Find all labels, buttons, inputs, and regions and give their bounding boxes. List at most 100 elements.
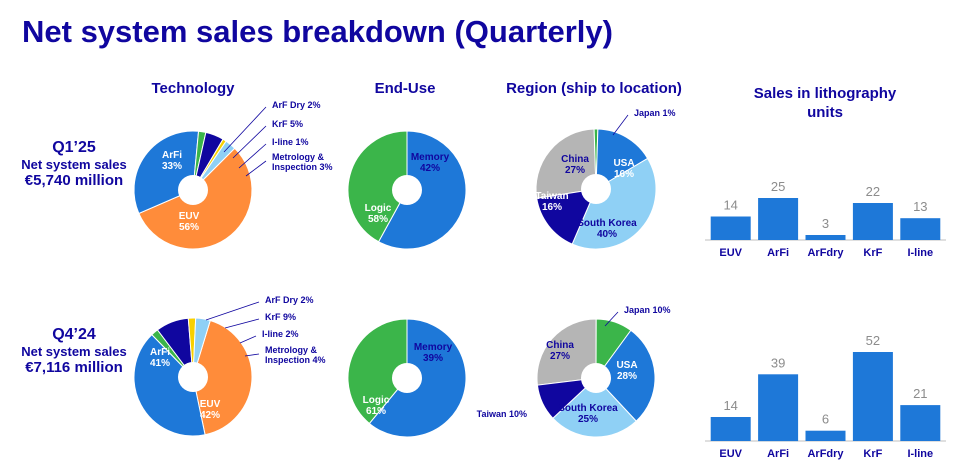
pie-label-taiwan: Taiwan 10% xyxy=(477,409,527,419)
pie-hole xyxy=(178,362,208,392)
pie-label-usa-line: USA xyxy=(616,360,637,371)
pie-label-metrology-inspection-line: Inspection 4% xyxy=(265,355,326,365)
pie-label-japan-line: Japan 10% xyxy=(624,305,671,315)
net-sales-label: Net system sales xyxy=(21,344,127,359)
bar-chart-litho-q424: 14 EUV 39 ArFi 6 ArFdry 52 KrF 21 I-line xyxy=(705,333,946,460)
pie-hole xyxy=(581,174,611,204)
net-sales-label: Net system sales xyxy=(21,157,127,172)
pie-chart-technology-q424 xyxy=(133,301,260,437)
pie-label-euv-line: EUV xyxy=(179,211,200,222)
pie-label-south-korea-line: 25% xyxy=(578,414,598,425)
pie-label-taiwan-line: 16% xyxy=(542,202,562,213)
pie-chart-enduse-q125 xyxy=(347,130,467,250)
pie-hole xyxy=(581,363,611,393)
pie-label-krf-line: KrF 9% xyxy=(265,312,296,322)
bar-category-label: I-line xyxy=(907,247,933,259)
pie-label-krf: KrF 9% xyxy=(265,312,296,322)
bar-krf xyxy=(852,352,893,441)
bar-euv xyxy=(710,216,751,240)
pie-label-logic: Logic 61% xyxy=(363,395,390,417)
pie-leader-krf xyxy=(224,318,260,329)
pie-slice-logic xyxy=(377,130,467,250)
pie-chart-region-q424 xyxy=(536,311,656,438)
pie-label-memory: Memory 39% xyxy=(414,342,453,364)
pie-label-logic-line: 58% xyxy=(368,214,388,225)
quarter-label: Q4’24 xyxy=(52,326,96,343)
net-sales-value: €7,116 million xyxy=(25,359,123,376)
pie-slice-memory xyxy=(347,130,408,243)
bar-category-label: EUV xyxy=(719,448,742,460)
pie-label-i-line-line: I-line 1% xyxy=(272,137,309,147)
header-litho-line1: Sales in lithography xyxy=(753,85,897,102)
pie-label-south-korea-line: 40% xyxy=(597,229,617,240)
pie-leader-arf-dry xyxy=(205,301,260,321)
bar-category-label: ArFi xyxy=(767,448,789,460)
pie-slice-arfi xyxy=(133,333,206,437)
pie-label-arfi-line: ArFi xyxy=(162,150,182,161)
pie-label-memory-line: 39% xyxy=(423,353,443,364)
pie-label-japan: Japan 1% xyxy=(634,108,676,118)
header-region: Region (ship to location) xyxy=(506,80,682,97)
bar-i-line xyxy=(900,405,941,441)
section-q424: Q4’24 Net system sales €7,116 million xyxy=(4,326,144,376)
pie-label-taiwan-line: Taiwan 10% xyxy=(477,409,527,419)
page-title: Net system sales breakdown (Quarterly) xyxy=(22,14,613,49)
pie-slice-taiwan xyxy=(536,377,598,419)
pie-label-euv: EUV 42% xyxy=(200,399,221,421)
bar-data-label: 14 xyxy=(723,198,737,213)
bar-data-label: 21 xyxy=(913,386,927,401)
pie-leader-arf-dry xyxy=(223,106,267,153)
pie-label-arf-dry-line: ArF Dry 2% xyxy=(265,295,314,305)
bar-arfdry xyxy=(805,430,846,441)
pie-label-memory-line: Memory xyxy=(411,152,450,163)
pie-label-i-line: I-line 1% xyxy=(272,137,309,147)
pie-slice-china xyxy=(535,128,597,199)
pie-label-logic-line: Logic xyxy=(363,395,390,406)
bar-data-label: 13 xyxy=(913,199,927,214)
pie-label-metrology-inspection: Metrology & Inspection 4% xyxy=(265,345,326,365)
bar-chart-litho-q125: 14 EUV 25 ArFi 3 ArFdry 22 KrF 13 I-line xyxy=(705,179,946,259)
net-sales-value: €5,740 million xyxy=(24,172,124,189)
pie-label-south-korea: South Korea 25% xyxy=(558,403,618,425)
pie-label-arfi: ArFi 33% xyxy=(162,150,182,172)
header-end-use: End-Use xyxy=(374,80,436,97)
bar-data-label: 52 xyxy=(866,333,880,348)
bar-arfi xyxy=(758,374,799,442)
pie-label-arfi-line: 41% xyxy=(150,358,170,369)
pie-label-krf: KrF 5% xyxy=(272,119,303,129)
pie-leader-metrology-inspection xyxy=(245,160,267,177)
pie-slice-usa xyxy=(595,128,649,190)
pie-hole xyxy=(392,175,422,205)
pie-label-logic-line: 61% xyxy=(366,406,386,417)
pie-label-euv-line: 42% xyxy=(200,410,220,421)
pie-label-logic: Logic 58% xyxy=(365,203,392,225)
pie-label-arfi: ArFi 41% xyxy=(150,347,170,369)
bar-category-label: KrF xyxy=(863,247,882,259)
pie-label-metrology-inspection: Metrology & Inspection 3% xyxy=(272,152,333,172)
pie-label-china-line: China xyxy=(561,154,589,165)
pie-leader-metrology-inspection xyxy=(244,353,260,357)
quarter-label: Q1’25 xyxy=(52,139,96,156)
pie-chart-enduse-q424 xyxy=(347,318,467,438)
pie-label-logic-line: Logic xyxy=(365,203,392,214)
pie-label-euv-line: EUV xyxy=(200,399,221,410)
pie-label-japan: Japan 10% xyxy=(624,305,671,315)
bar-category-label: ArFdry xyxy=(807,247,844,259)
pie-slice-euv xyxy=(192,319,253,436)
pie-slice-memory xyxy=(347,318,408,425)
bar-i-line xyxy=(900,218,941,240)
pie-label-china-line: 27% xyxy=(550,351,570,362)
pie-label-arf-dry: ArF Dry 2% xyxy=(265,295,314,305)
pie-label-metrology-inspection-line: Inspection 3% xyxy=(272,162,333,172)
pie-label-taiwan-line: Taiwan xyxy=(535,191,568,202)
pie-slice-south-korea xyxy=(552,377,637,438)
bar-krf xyxy=(852,203,893,240)
pie-label-south-korea: South Korea 40% xyxy=(577,218,637,240)
bar-data-label: 6 xyxy=(822,412,829,427)
bar-category-label: ArFi xyxy=(767,247,789,259)
pie-leader-japan xyxy=(604,311,619,327)
pie-leader-i-line xyxy=(239,335,257,344)
pie-chart-technology-q125 xyxy=(133,106,267,250)
pie-slice-china xyxy=(536,318,597,386)
bar-arfdry xyxy=(805,235,846,240)
